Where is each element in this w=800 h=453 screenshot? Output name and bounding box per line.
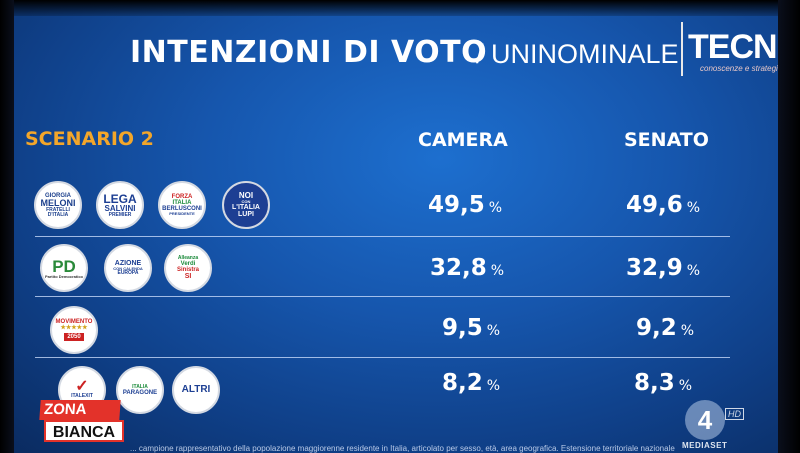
camera-value-number: 9,5 [442,315,483,341]
camera-value-number: 8,2 [442,370,483,396]
zona-bianca-top: ZONA [39,400,121,420]
bezel-top [0,0,800,16]
camera-value-number: 32,8 [430,255,487,281]
senato-value: 8,3% [634,370,692,396]
senato-value: 49,6% [626,192,700,218]
hd-badge: HD [725,408,744,420]
altri-logo: ALTRI [172,366,220,414]
senato-value: 32,9% [626,255,700,281]
page-title: INTENZIONI DI VOTO [130,35,488,70]
tecne-tagline: conoscenze e strategie [700,64,783,73]
fratelli-italia-logo: GIORGIA MELONI FRATELLI D'ITALIA [34,181,82,229]
lega-logo: LEGA SALVINI PREMIER [96,181,144,229]
column-header-senato: SENATO [624,129,709,151]
senato-value-number: 9,2 [636,315,677,341]
camera-value: 32,8% [430,255,504,281]
camera-value: 49,5% [428,192,502,218]
camera-value: 9,5% [442,315,500,341]
row-divider [35,236,730,237]
column-header-camera: CAMERA [418,129,508,151]
rete4-channel-icon: 4 [685,400,725,440]
azione-logo: AZIONE CON CALENDA EUROPA [104,244,152,292]
percent-sign: % [488,200,503,216]
mediaset-label: MEDIASET [682,441,728,450]
logo-divider [681,22,683,76]
percent-sign: % [686,263,701,279]
paragone-logo: ITALIA PARAGONE [116,366,164,414]
scenario-label: SCENARIO 2 [25,128,154,150]
senato-value-number: 32,9 [626,255,683,281]
percent-sign: % [486,378,501,394]
senato-value: 9,2% [636,315,694,341]
percent-sign: % [680,323,695,339]
camera-value-number: 49,5 [428,192,485,218]
percent-sign: % [678,378,693,394]
percent-sign: % [686,200,701,216]
camera-value: 8,2% [442,370,500,396]
bezel-right [778,0,800,453]
forza-italia-logo: FORZA ITALIA BERLUSCONI PRESIDENTE [158,181,206,229]
noi-con-italia-logo: NOI CON L'ITALIA LUPI [222,181,270,229]
pd-logo: PD Partito Democratico [40,244,88,292]
bezel-left [0,0,14,453]
row-divider [35,357,730,358]
row-divider [35,296,730,297]
zona-bianca-logo: ZONA BIANCA [39,400,124,444]
senato-value-number: 8,3 [634,370,675,396]
verdi-sinistra-logo: Alleanza Verdi Sinistra SI [164,244,212,292]
movimento-5-stelle-logo: MOVIMENTO ★★★★★ 2050 [50,306,98,354]
tecne-logo-main: TECN [688,28,778,66]
percent-sign: % [490,263,505,279]
page-subtitle: / UNINOMINALE [476,39,679,69]
footnote: ... campione rappresentativo della popol… [130,444,675,453]
zona-bianca-bottom: BIANCA [44,420,124,442]
percent-sign: % [486,323,501,339]
senato-value-number: 49,6 [626,192,683,218]
